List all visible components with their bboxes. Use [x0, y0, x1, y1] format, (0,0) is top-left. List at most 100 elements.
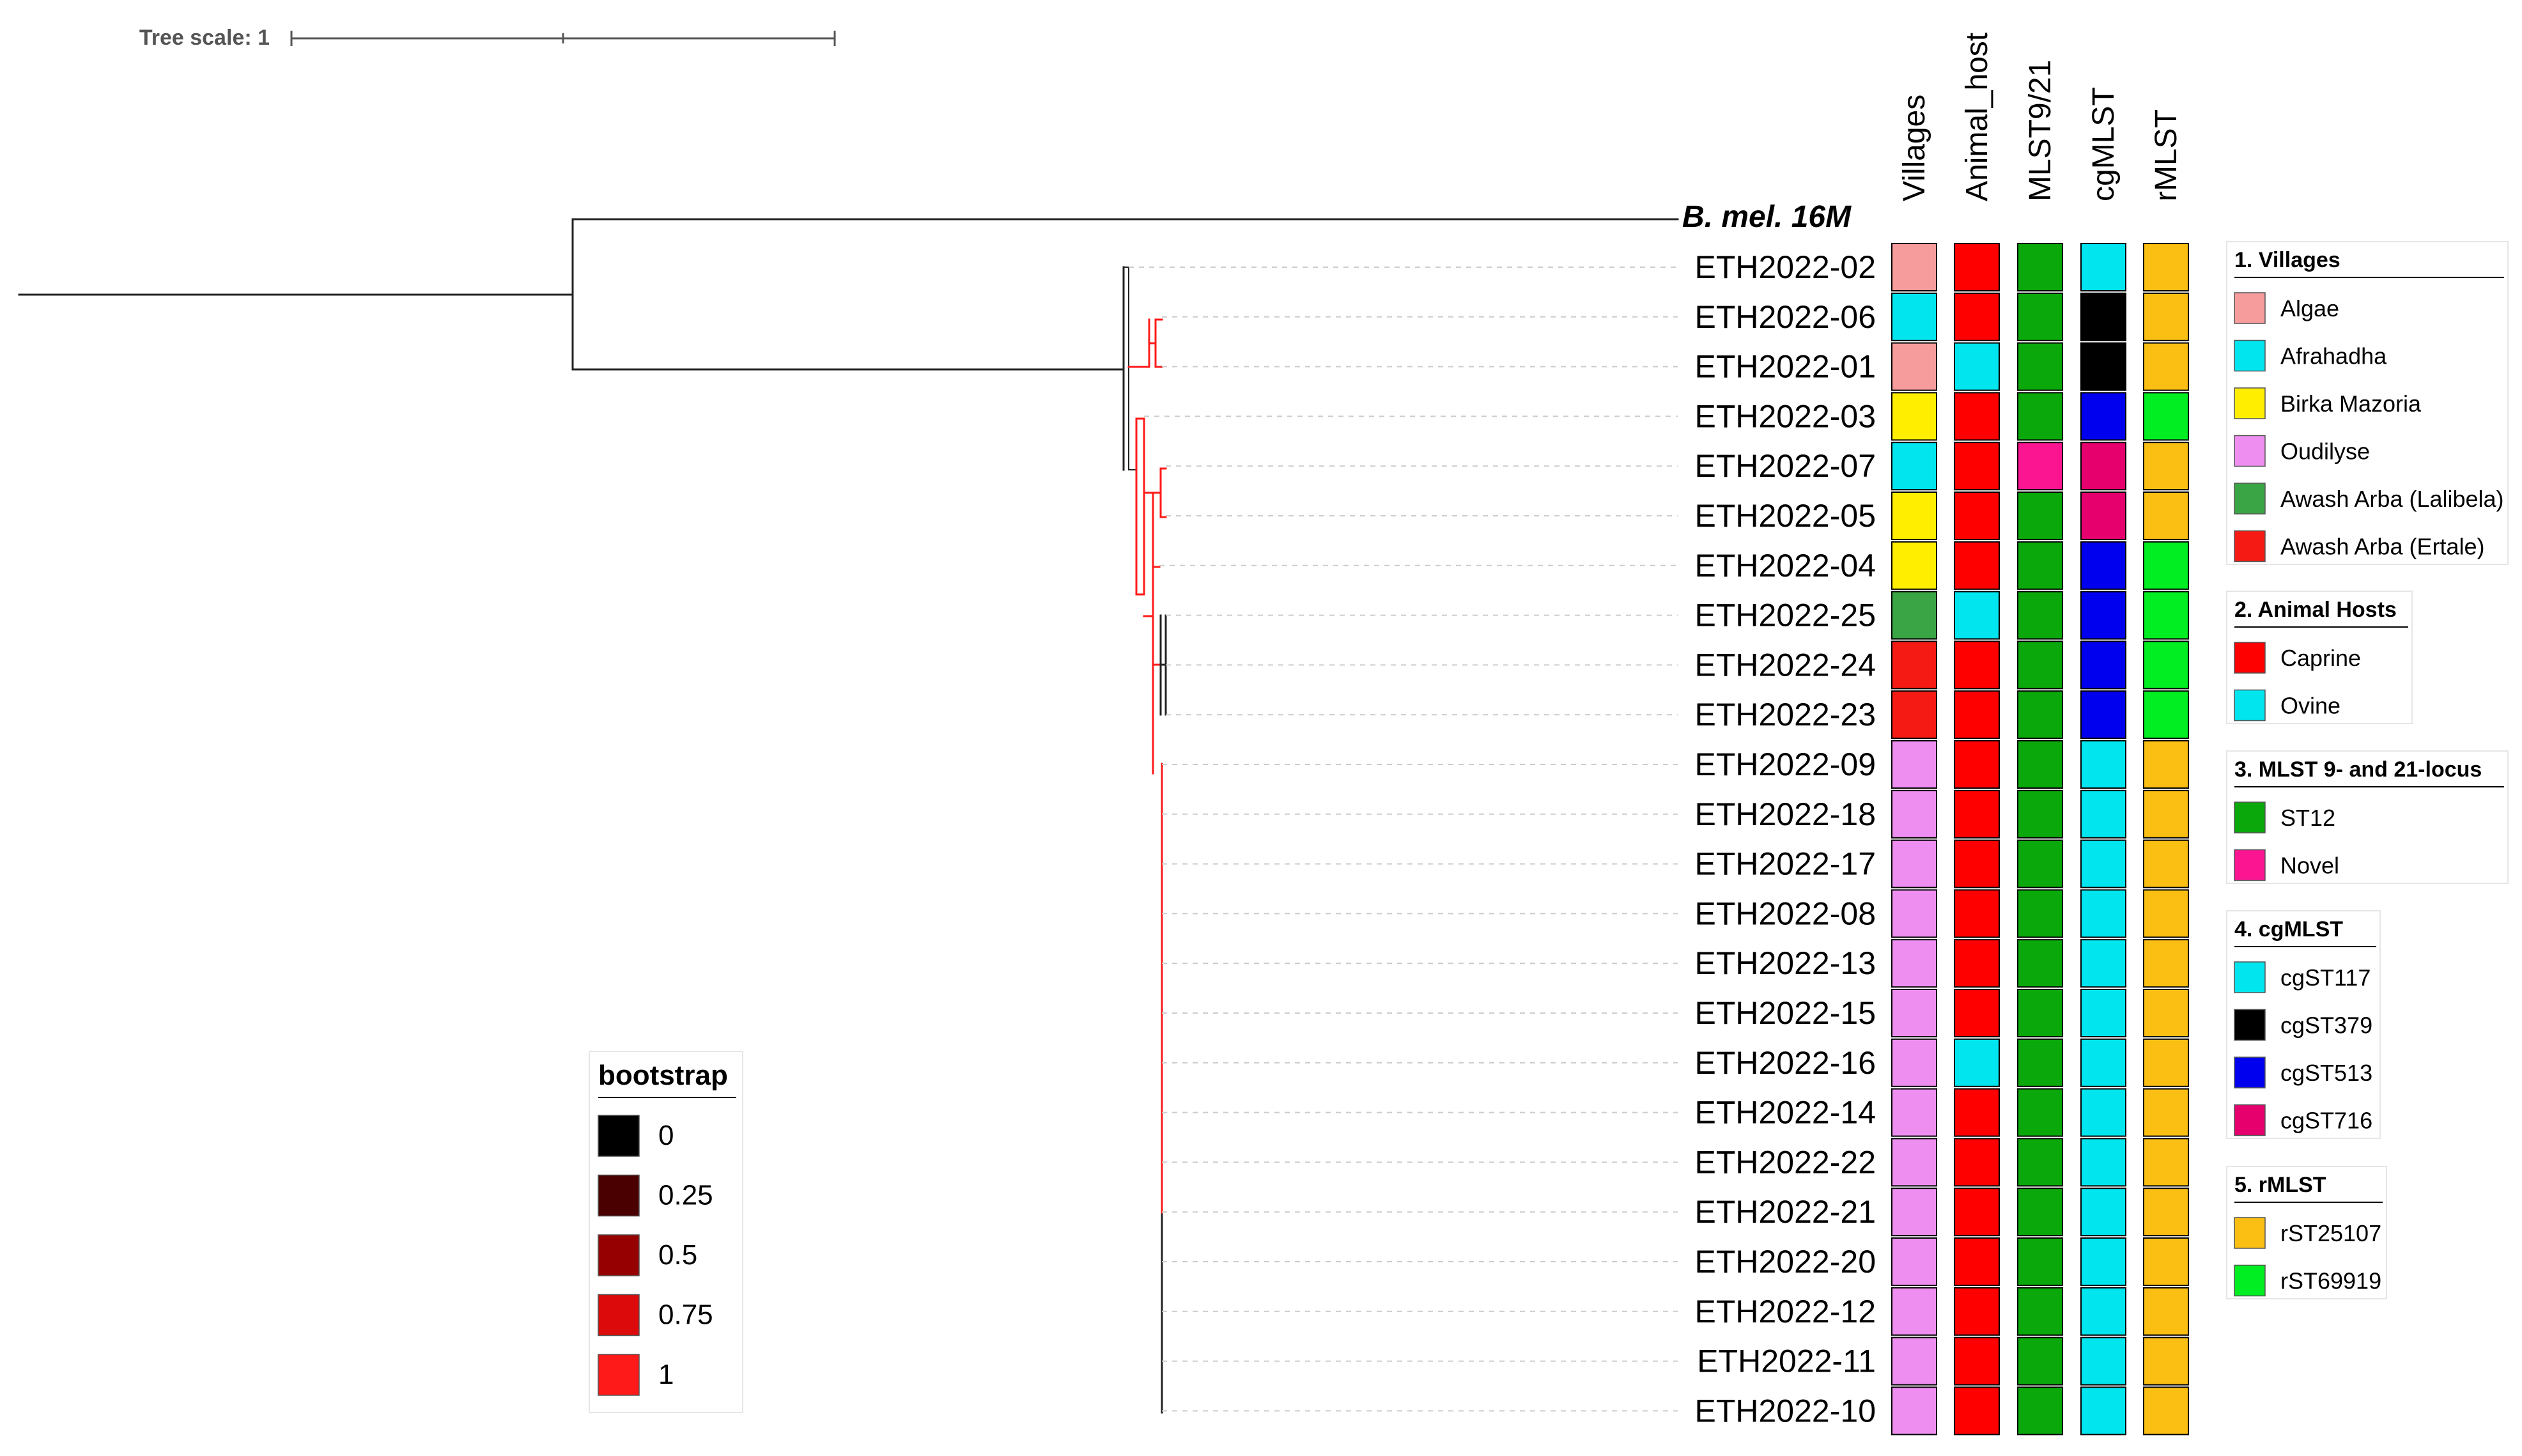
heatmap-cell-mlst: [2017, 1237, 2063, 1286]
legend-swatch: [2234, 1264, 2266, 1297]
heatmap-cell-mlst: [2017, 989, 2063, 1037]
tip-label: ETH2022-11: [1697, 1344, 1876, 1379]
legend-item-label: Ovine: [2280, 693, 2340, 719]
heatmap-cell-cgmlst: [2080, 789, 2126, 839]
heatmap-cell-mlst: [2017, 1138, 2063, 1187]
heatmap-cell-mlst: [2017, 889, 2063, 938]
legend-item-label: Caprine: [2280, 645, 2361, 671]
tip-label: ETH2022-07: [1695, 448, 1876, 484]
heatmap-cell-rmlst: [2143, 690, 2189, 740]
column-header: Animal_host: [1960, 33, 1994, 201]
legend-swatch: [2234, 849, 2266, 881]
heatmap-cell-village: [1891, 492, 1937, 540]
bootstrap-item-label: 0.25: [658, 1180, 713, 1211]
heatmap-cell-host: [1954, 1138, 2000, 1187]
heatmap-cell-cgmlst: [2080, 989, 2126, 1037]
heatmap-cell-mlst: [2017, 392, 2063, 441]
legend-swatch: [2234, 1009, 2266, 1041]
heatmap-cell-cgmlst: [2080, 1237, 2126, 1286]
legend-item-label: Novel: [2280, 853, 2339, 879]
tip-leader-lines: [1129, 267, 1678, 1412]
tip-label: ETH2022-17: [1695, 846, 1876, 882]
heatmap-cell-cgmlst: [2080, 640, 2126, 690]
bootstrap-legend-title: bootstrap: [598, 1060, 728, 1091]
tip-labels: ETH2022-02 ETH2022-06 ETH2022-01 ETH2022-03…: [1695, 249, 1876, 1429]
heatmap-cell-rmlst: [2143, 640, 2189, 690]
heatmap-cell-rmlst: [2143, 492, 2189, 540]
heatmap-cell-village: [1891, 541, 1937, 590]
legend-title: 2. Animal Hosts: [2234, 598, 2397, 622]
legend-swatch: [2234, 339, 2266, 372]
legend-swatch: [2234, 530, 2266, 562]
tip-label: ETH2022-01: [1695, 349, 1876, 385]
heatmap-cell-village: [1891, 1038, 1937, 1087]
heatmap-cell-host: [1954, 1386, 2000, 1436]
tip-label: ETH2022-10: [1695, 1393, 1876, 1429]
legend-item-label: Afrahadha: [2280, 343, 2387, 369]
tip-label: ETH2022-18: [1695, 796, 1876, 832]
bootstrap-swatch: [598, 1234, 640, 1276]
legend-item-label: cgST716: [2280, 1108, 2372, 1134]
bootstrap-legend-box: [589, 1051, 743, 1413]
heatmap-cell-mlst: [2017, 839, 2063, 888]
legend-box: [2226, 241, 2509, 565]
tip-label: ETH2022-25: [1695, 598, 1876, 633]
heatmap-cell-host: [1954, 939, 2000, 988]
heatmap-cell-rmlst: [2143, 939, 2189, 988]
heatmap-cell-rmlst: [2143, 889, 2189, 938]
tip-label: ETH2022-09: [1695, 747, 1876, 782]
heatmap-cell-rmlst: [2143, 392, 2189, 441]
tip-label: ETH2022-13: [1695, 945, 1876, 981]
heatmap-cell-cgmlst: [2080, 292, 2126, 341]
heatmap-cell-village: [1891, 1188, 1937, 1237]
heatmap-cell-village: [1891, 392, 1937, 441]
heatmap-cell-host: [1954, 342, 2000, 391]
tip-label: ETH2022-15: [1695, 995, 1876, 1031]
heatmap-cell-village: [1891, 1088, 1937, 1137]
legend-swatch: [2234, 387, 2266, 419]
heatmap-cell-host: [1954, 789, 2000, 839]
heatmap-cell-rmlst: [2143, 989, 2189, 1037]
heatmap-cell-village: [1891, 839, 1937, 888]
heatmap-cell-cgmlst: [2080, 1188, 2126, 1237]
heatmap-cell-rmlst: [2143, 1188, 2189, 1237]
legend-item-label: Awash Arba (Ertale): [2280, 534, 2484, 560]
tip-label: ETH2022-14: [1695, 1095, 1876, 1131]
heatmap-cell-village: [1891, 1386, 1937, 1436]
tip-label: ETH2022-24: [1695, 647, 1876, 683]
legend-swatch: [2234, 1057, 2266, 1088]
column-header: MLST9/21: [2023, 60, 2057, 201]
heatmap-cell-village: [1891, 1287, 1937, 1336]
legend-item-label: cgST513: [2280, 1060, 2372, 1086]
heatmap-cell-mlst: [2017, 591, 2063, 640]
heatmap-cell-village: [1891, 1336, 1937, 1386]
heatmap-cell-mlst: [2017, 442, 2063, 491]
tip-label: ETH2022-23: [1695, 697, 1876, 732]
tip-label: ETH2022-12: [1695, 1294, 1876, 1329]
legend-swatch: [2234, 802, 2266, 833]
heatmap-cell-host: [1954, 442, 2000, 491]
heatmap-cell-cgmlst: [2080, 442, 2126, 491]
heatmap-cell-cgmlst: [2080, 392, 2126, 441]
heatmap-cell-village: [1891, 989, 1937, 1037]
bootstrap-item-label: 0: [658, 1120, 674, 1151]
heatmap-cell-village: [1891, 1138, 1937, 1187]
heatmap-cell-mlst: [2017, 740, 2063, 789]
heatmap-cell-rmlst: [2143, 789, 2189, 839]
heatmap-cell-village: [1891, 591, 1937, 640]
heatmap-cell-cgmlst: [2080, 1138, 2126, 1187]
heatmap-cell-village: [1891, 243, 1937, 291]
heatmap-cell-host: [1954, 1038, 2000, 1087]
heatmap-cell-village: [1891, 342, 1937, 391]
legend-item-label: Oudilyse: [2280, 438, 2370, 465]
legend-swatch: [2234, 642, 2266, 674]
tip-label: ETH2022-08: [1695, 895, 1876, 931]
heatmap-cell-village: [1891, 690, 1937, 740]
heatmap-cell-host: [1954, 640, 2000, 690]
heatmap-cell-cgmlst: [2080, 889, 2126, 938]
heatmap-cell-host: [1954, 1336, 2000, 1386]
legend-swatch: [2234, 483, 2266, 515]
legend-item-label: cgST379: [2280, 1012, 2372, 1039]
heatmap-cell-mlst: [2017, 789, 2063, 839]
heatmap-cell-village: [1891, 789, 1937, 839]
